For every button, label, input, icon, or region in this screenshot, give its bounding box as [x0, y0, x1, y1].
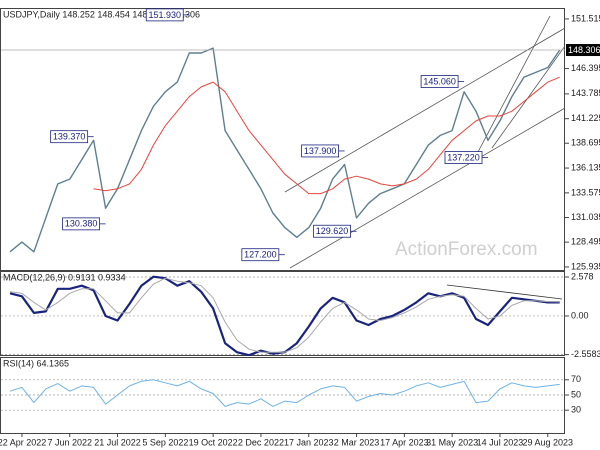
annotation-label: 139.370 [53, 132, 86, 142]
panel-plot [9, 47, 561, 253]
y-tick-label: -2.5583 [571, 349, 600, 359]
panel-title: MACD(12,26,9) 0.9131 0.9334 [3, 272, 126, 282]
annotation-label: 137.220 [447, 152, 480, 162]
annotation-box [145, 8, 184, 22]
steep-upper [477, 15, 551, 153]
x-tick-label: 14 Jul 2023 [477, 437, 524, 447]
macd-trendline-line [446, 284, 563, 300]
y-tick-label: 128.495 [571, 237, 600, 247]
annotation-label: 137.900 [304, 146, 337, 156]
y-tick-label: 146.395 [571, 63, 600, 73]
panel-plot [1, 379, 565, 411]
y-tick-label: 141.225 [571, 113, 600, 123]
annotation-box [62, 217, 100, 231]
x-tick-label: 19 Oct 2022 [189, 437, 238, 447]
x-tick-label: 7 Jun 2022 [47, 437, 92, 447]
annotation-label: 151.930 [148, 10, 181, 20]
annotation-label: 127.200 [244, 250, 277, 260]
annotation-label: 145.060 [423, 76, 456, 86]
annotation-box [444, 151, 483, 164]
annotation-box [313, 224, 351, 238]
y-tick-label: 133.575 [571, 187, 600, 197]
y-tick-label: 70 [571, 374, 581, 384]
y-tick-label: 30 [571, 405, 581, 415]
macd-trendline [446, 284, 563, 300]
series-line [93, 76, 560, 195]
price-frame [0, 8, 565, 271]
x-tick-label: 17 Apr 2023 [380, 437, 429, 447]
x-tick-label: 22 Apr 2022 [0, 437, 46, 447]
annotation-box [301, 144, 340, 158]
y-tick-label: 143.785 [571, 88, 600, 98]
annotation-label: 130.380 [65, 219, 98, 229]
annotation-box [420, 75, 459, 88]
y-tick-label: 151.515 [571, 13, 600, 23]
x-tick-label: 2 Mar 2023 [334, 437, 380, 447]
rsi-frame [0, 357, 565, 434]
y-tick-label: 125.935 [571, 261, 600, 271]
panel-plot [1, 275, 565, 356]
x-tick-label: 17 Jan 2023 [284, 437, 334, 447]
x-tick-label: 2 Dec 2022 [238, 437, 284, 447]
macd-frame [0, 271, 565, 356]
x-tick-label: 31 May 2023 [426, 437, 478, 447]
series-line [9, 277, 560, 353]
x-tick-label: 5 Sep 2022 [142, 437, 188, 447]
x-tick-label: 29 Aug 2023 [522, 437, 573, 447]
series-line [9, 47, 561, 253]
annotation-box [50, 130, 89, 144]
y-tick-label: 131.035 [571, 212, 600, 222]
y-tick-label: 0.00 [571, 310, 589, 320]
panel-title: USDJPY,Daily 148.252 148.454 148.172 148… [3, 9, 200, 19]
y-tick-label: 138.695 [571, 138, 600, 148]
steep-lower [491, 45, 565, 149]
channel-lower [289, 107, 565, 269]
annotation-box [241, 248, 280, 262]
series-line [9, 379, 560, 407]
y-tick-label: 2.578 [571, 271, 594, 281]
last-price-label: 148.306 [568, 45, 600, 55]
x-tick-label: 21 Jul 2022 [94, 437, 141, 447]
annotation-label: 129.620 [316, 226, 349, 236]
panel-title: RSI(14) 64.1365 [3, 358, 69, 368]
y-tick-label: 136.135 [571, 162, 600, 172]
channel-upper [284, 27, 565, 193]
trendlines [284, 15, 565, 269]
y-tick-label: 50 [571, 389, 581, 399]
last-price-box [566, 44, 600, 57]
watermark: ActionForex.com [395, 239, 538, 260]
